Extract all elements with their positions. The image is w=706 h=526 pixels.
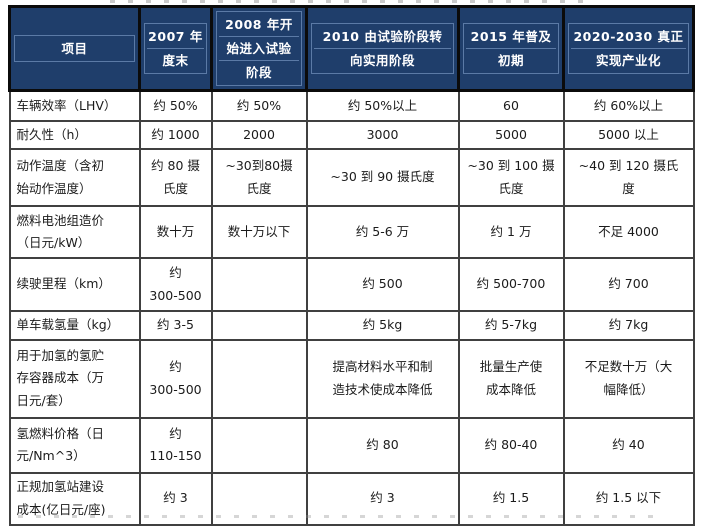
row-label: 车辆效率（LHV） bbox=[8, 89, 141, 122]
table-cell: ~30 到 90 摄氏度 bbox=[305, 148, 460, 207]
table-cell: 约 7kg bbox=[562, 310, 695, 341]
table-cell: ~30到80摄 氏度 bbox=[210, 148, 308, 207]
table-cell: 约 3 bbox=[305, 471, 460, 526]
table-cell: 约 300-500 bbox=[138, 257, 213, 312]
column-header-2007: 2007 年 度末 bbox=[138, 5, 213, 92]
table-cell: 约 5-6 万 bbox=[305, 205, 460, 259]
table-row-hydrogen-per-vehicle: 单车载氢量（kg） 约 3-5 约 5kg 约 5-7kg 约 7kg bbox=[8, 310, 695, 341]
table-cell: 约 40 bbox=[562, 416, 695, 474]
table-cell: 约 300-500 bbox=[138, 338, 213, 419]
table-cell: 5000 以上 bbox=[562, 119, 695, 150]
table-cell: 约 5-7kg bbox=[457, 310, 565, 341]
table-cell: 约 1.5 以下 bbox=[562, 471, 695, 526]
table-cell: 不足 4000 bbox=[562, 205, 695, 259]
column-header-2020-2030: 2020-2030 真正 实现产业化 bbox=[562, 5, 695, 92]
row-label: 用于加氢的氢贮 存容器成本（万 日元/套） bbox=[8, 338, 141, 419]
row-label: 动作温度（含初 始动作温度） bbox=[8, 148, 141, 207]
table-cell: 约 1.5 bbox=[457, 471, 565, 526]
table-cell: 批量生产使 成本降低 bbox=[457, 338, 565, 419]
row-label: 燃料电池组造价 （日元/kW） bbox=[8, 205, 141, 259]
table-cell: 约 110-150 bbox=[138, 416, 213, 474]
row-label: 单车载氢量（kg） bbox=[8, 310, 141, 341]
table-cell: 3000 bbox=[305, 119, 460, 150]
table-row-storage-container-cost: 用于加氢的氢贮 存容器成本（万 日元/套） 约 300-500 提高材料水平和制… bbox=[8, 338, 695, 419]
header-inner: 2007 年 度末 bbox=[144, 23, 207, 74]
header-inner: 2010 由试验阶段转 向实用阶段 bbox=[311, 23, 454, 74]
roadmap-table: 项目 2007 年 度末 2008 年开 始进入试验 阶段 2010 由试验阶段… bbox=[8, 5, 695, 526]
table-cell: 约 1000 bbox=[138, 119, 213, 150]
column-header-2008: 2008 年开 始进入试验 阶段 bbox=[210, 5, 308, 92]
row-label: 正规加氢站建设 成本(亿日元/座) bbox=[8, 471, 141, 526]
header-line: 度末 bbox=[147, 48, 204, 72]
table-cell: 约 50% bbox=[138, 89, 213, 122]
table-cell bbox=[210, 416, 308, 474]
table-cell: 约 500 bbox=[305, 257, 460, 312]
table-cell: 约 3 bbox=[138, 471, 213, 526]
table-cell: 5000 bbox=[457, 119, 565, 150]
table-cell: 约 1 万 bbox=[457, 205, 565, 259]
header-row: 项目 2007 年 度末 2008 年开 始进入试验 阶段 2010 由试验阶段… bbox=[8, 5, 695, 92]
header-line: 始进入试验 bbox=[219, 36, 299, 60]
table-cell: 约 3-5 bbox=[138, 310, 213, 341]
cropped-text-bottom bbox=[18, 515, 658, 518]
header-inner: 2015 年普及 初期 bbox=[463, 23, 559, 74]
table-row-hydrogen-fuel-price: 氢燃料价格（日 元/Nm^3） 约 110-150 约 80 约 80-40 约… bbox=[8, 416, 695, 474]
table-row-refueling-station-cost: 正规加氢站建设 成本(亿日元/座) 约 3 约 3 约 1.5 约 1.5 以下 bbox=[8, 471, 695, 526]
header-line: 向实用阶段 bbox=[314, 48, 451, 72]
table-row-driving-range: 续驶里程（km） 约 300-500 约 500 约 500-700 约 700 bbox=[8, 257, 695, 312]
column-header-2010: 2010 由试验阶段转 向实用阶段 bbox=[305, 5, 460, 92]
table-cell: 不足数十万（大 幅降低） bbox=[562, 338, 695, 419]
table-cell: ~40 到 120 摄氏 度 bbox=[562, 148, 695, 207]
header-inner: 项目 bbox=[14, 35, 135, 62]
table-cell: 约 80-40 bbox=[457, 416, 565, 474]
table-cell: 约 50% bbox=[210, 89, 308, 122]
cropped-text-top bbox=[110, 0, 590, 3]
table-cell bbox=[210, 338, 308, 419]
table-cell: 数十万以下 bbox=[210, 205, 308, 259]
table-row-durability: 耐久性（h） 约 1000 2000 3000 5000 5000 以上 bbox=[8, 119, 695, 150]
table-cell bbox=[210, 257, 308, 312]
row-label: 氢燃料价格（日 元/Nm^3） bbox=[8, 416, 141, 474]
table-cell: 约 500-700 bbox=[457, 257, 565, 312]
row-label: 耐久性（h） bbox=[8, 119, 141, 150]
header-line: 2008 年开 bbox=[225, 17, 293, 32]
table-row-vehicle-efficiency: 车辆效率（LHV） 约 50% 约 50% 约 50%以上 60 约 60%以上 bbox=[8, 89, 695, 122]
table-cell: 约 700 bbox=[562, 257, 695, 312]
table-cell: ~30 到 100 摄 氏度 bbox=[457, 148, 565, 207]
header-line: 实现产业化 bbox=[571, 48, 686, 72]
header-inner: 2008 年开 始进入试验 阶段 bbox=[216, 11, 302, 86]
table-cell: 数十万 bbox=[138, 205, 213, 259]
row-label: 续驶里程（km） bbox=[8, 257, 141, 312]
column-header-project: 项目 bbox=[8, 5, 141, 92]
table-cell bbox=[210, 310, 308, 341]
table-cell: 2000 bbox=[210, 119, 308, 150]
table-row-stack-cost: 燃料电池组造价 （日元/kW） 数十万 数十万以下 约 5-6 万 约 1 万 … bbox=[8, 205, 695, 259]
table-cell: 约 80 bbox=[305, 416, 460, 474]
header-line: 2007 年 bbox=[148, 29, 203, 44]
header-line: 初期 bbox=[466, 48, 556, 72]
header-line: 2010 由试验阶段转 bbox=[322, 29, 443, 44]
table-cell: 约 50%以上 bbox=[305, 89, 460, 122]
table-cell: 60 bbox=[457, 89, 565, 122]
header-line: 2015 年普及 bbox=[470, 29, 552, 44]
header-line: 阶段 bbox=[219, 60, 299, 84]
table-cell: 约 5kg bbox=[305, 310, 460, 341]
table-cell: 约 80 摄 氏度 bbox=[138, 148, 213, 207]
table-cell: 提高材料水平和制 造技术使成本降低 bbox=[305, 338, 460, 419]
table-cell: 约 60%以上 bbox=[562, 89, 695, 122]
column-header-2015: 2015 年普及 初期 bbox=[457, 5, 565, 92]
header-inner: 2020-2030 真正 实现产业化 bbox=[568, 23, 689, 74]
header-line: 2020-2030 真正 bbox=[573, 29, 684, 44]
header-line: 项目 bbox=[61, 41, 88, 56]
table-row-operating-temperature: 动作温度（含初 始动作温度） 约 80 摄 氏度 ~30到80摄 氏度 ~30 … bbox=[8, 148, 695, 207]
